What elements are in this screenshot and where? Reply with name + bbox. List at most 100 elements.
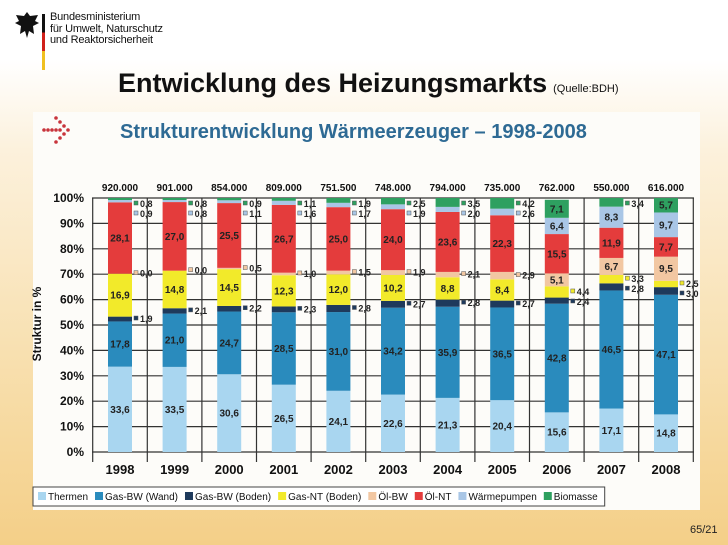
x-tick-label: 2005 [488, 462, 517, 477]
data-label: 5,1 [550, 275, 564, 286]
data-label: 47,1 [656, 350, 676, 361]
bar-segment [162, 313, 187, 367]
y-tick-label: 80% [60, 242, 84, 256]
arrow-dot-icon [42, 128, 46, 132]
data-label: 3,0 [686, 289, 699, 299]
data-label: 5,7 [659, 201, 673, 212]
legend-label: Gas-NT (Boden) [288, 492, 361, 503]
arrow-dot-icon [58, 120, 62, 124]
data-label-marker [406, 301, 412, 306]
bar-segment [381, 270, 405, 275]
y-axis-label: Struktur in % [30, 286, 44, 361]
data-label: 33,6 [110, 405, 130, 416]
data-label: 4,4 [577, 287, 590, 297]
data-label: 0,8 [195, 199, 208, 209]
data-label: 35,9 [438, 348, 458, 359]
bar-segment [381, 394, 405, 452]
bar-segment [544, 234, 569, 274]
data-label-marker [625, 200, 630, 206]
legend-swatch [95, 492, 104, 500]
data-label-marker [625, 275, 630, 281]
legend-label: Gas-BW (Wand) [105, 492, 178, 503]
arrow-dot-icon [54, 140, 58, 144]
legend-swatch [38, 492, 46, 500]
data-label: 2,7 [522, 299, 535, 309]
arrow-dot-icon [62, 132, 66, 136]
data-label: 33,5 [165, 405, 185, 416]
data-label-marker [188, 200, 193, 206]
title-text: Entwicklung des Heizungsmarkts [118, 68, 548, 98]
bar-segment [108, 316, 132, 322]
data-label-marker [352, 210, 357, 216]
bar-segment [544, 217, 569, 235]
bar-segment [654, 287, 678, 295]
data-label: 24,1 [329, 417, 349, 428]
bar-segment [162, 270, 187, 309]
data-label-marker [406, 269, 412, 274]
bar-segment [162, 198, 187, 201]
bar-segment [326, 270, 351, 275]
data-label: 0,8 [140, 199, 153, 209]
bar-segment [490, 307, 515, 401]
data-label: 0,0 [195, 266, 208, 276]
data-label: 10,2 [383, 283, 403, 294]
total-label: 550.000 [593, 183, 630, 194]
x-tick-label: 2007 [597, 462, 626, 477]
y-tick-label: 50% [60, 318, 84, 332]
data-label: 46,5 [602, 345, 622, 356]
data-label: 0,9 [249, 199, 262, 209]
total-label: 901.000 [157, 183, 194, 194]
data-label: 24,7 [219, 338, 239, 349]
legend-label: Thermen [48, 492, 88, 503]
bar-segment [490, 215, 515, 272]
data-label: 20,4 [492, 422, 512, 433]
bar-segment [326, 274, 351, 305]
data-label-marker [352, 200, 357, 206]
data-label-marker [188, 307, 193, 313]
x-tick-label: 2001 [269, 462, 298, 477]
bar-segment [654, 198, 678, 213]
bar-segment [326, 202, 351, 208]
data-label: 3,4 [631, 199, 644, 209]
data-label-marker [297, 210, 303, 216]
bar-segment [271, 204, 296, 273]
legend-label: Biomasse [554, 492, 598, 503]
data-label: 23,6 [438, 237, 458, 248]
bar-segment [217, 200, 242, 204]
arrow-dot-icon [46, 128, 50, 132]
data-label: 1,7 [358, 209, 371, 219]
bar-segment [326, 198, 351, 203]
bar-segment [326, 207, 351, 271]
data-label: 26,5 [274, 414, 294, 425]
y-tick-label: 60% [60, 293, 84, 307]
bar-segment [271, 272, 296, 276]
source-note: (Quelle:BDH) [553, 83, 619, 95]
bar-segment [544, 273, 569, 287]
bar-segment [108, 273, 132, 317]
data-label: 17,8 [110, 340, 130, 351]
page-number: 65/21 [690, 524, 718, 536]
arrow-dot-icon [58, 128, 62, 132]
data-label: 2,2 [249, 304, 262, 314]
data-label: 0,9 [140, 209, 153, 219]
data-label: 2,3 [304, 304, 317, 314]
total-label: 920.000 [102, 183, 139, 194]
data-label: 15,5 [547, 249, 567, 260]
data-label: 2,5 [686, 279, 699, 289]
data-label-marker [461, 271, 466, 276]
bar-segment [490, 279, 515, 301]
bar-segment [654, 280, 678, 288]
bar-segment [435, 277, 460, 300]
bar-segment [271, 306, 296, 313]
bar-segment [544, 297, 569, 304]
data-label: 2,0 [468, 209, 481, 219]
arrow-dot-icon [50, 128, 54, 132]
arrow-dot-icon [66, 128, 70, 132]
data-label: 2,9 [522, 271, 535, 281]
data-label-marker [297, 200, 303, 206]
data-label: 34,2 [383, 347, 403, 358]
data-label: 3,3 [631, 274, 644, 284]
bar-segment [599, 206, 624, 228]
bar-segment [381, 307, 405, 395]
legend-box [32, 486, 606, 507]
